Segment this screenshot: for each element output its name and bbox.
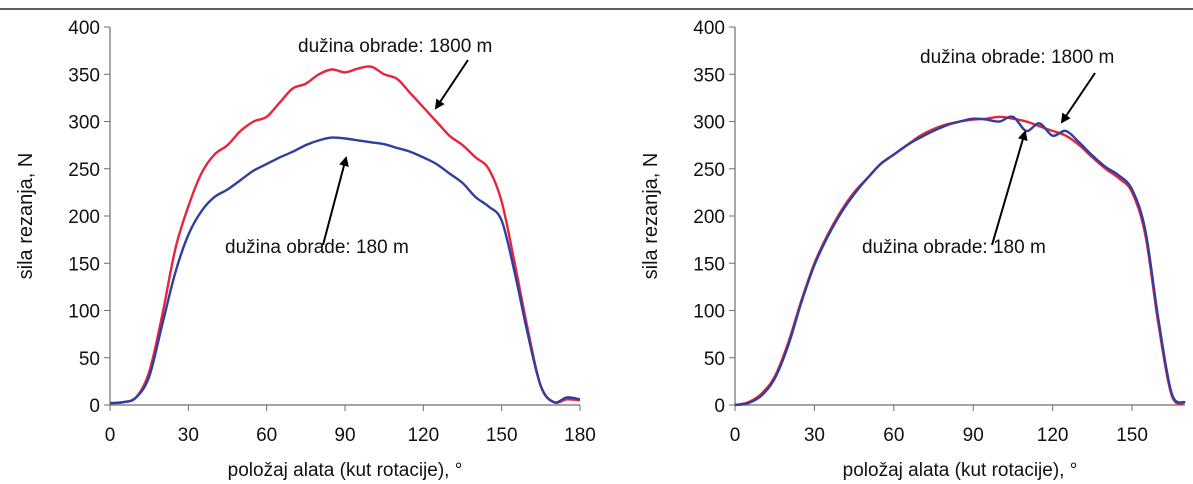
y-tick-label: 250	[693, 160, 725, 181]
x-tick-label: 30	[804, 425, 825, 446]
x-tick-label: 150	[1116, 425, 1148, 446]
y-tick-label: 100	[68, 302, 100, 323]
annotation-label: dužina obrade: 180 m	[862, 237, 1046, 258]
annotation-label: dužina obrade: 1800 m	[298, 36, 492, 57]
y-tick-label: 400	[693, 18, 725, 39]
y-axis-label: sila rezanja, N	[15, 153, 37, 280]
y-tick-label: 0	[714, 396, 725, 417]
x-tick-label: 180	[564, 425, 596, 446]
y-tick-label: 400	[68, 18, 100, 39]
annotation-arrow	[434, 59, 469, 110]
x-tick-label: 120	[407, 425, 439, 446]
x-tick-label: 150	[486, 425, 518, 446]
y-axis-label: sila rezanja, N	[640, 153, 662, 280]
x-tick-label: 0	[105, 425, 116, 446]
y-tick-label: 0	[89, 396, 100, 417]
series-line-short-cut	[109, 136, 581, 405]
x-tick-label: 30	[178, 425, 199, 446]
y-tick-label: 200	[68, 207, 100, 228]
x-tick-label: 90	[963, 425, 984, 446]
series-line-long-cut	[734, 115, 1186, 407]
y-tick-label: 300	[693, 113, 725, 134]
y-tick-label: 250	[68, 160, 100, 181]
x-tick-label: 120	[1037, 425, 1069, 446]
chart-panel-1: 0 50 100 150 200 250 300 350 400 0 30 60 90 120 150 180…	[15, 18, 596, 481]
x-axis-label: položaj alata (kut rotacije), °	[228, 460, 463, 481]
x-tick-label: 0	[730, 425, 741, 446]
annotation-label: dužina obrade: 1800 m	[920, 47, 1114, 68]
annotation-arrow	[322, 156, 349, 246]
y-tick-label: 100	[693, 302, 725, 323]
y-tick-label: 350	[68, 65, 100, 86]
y-tick-label: 200	[693, 207, 725, 228]
series-line-short-cut	[734, 115, 1186, 407]
annotation-arrow	[1060, 72, 1096, 124]
x-tick-label: 90	[334, 425, 355, 446]
series-line-long-cut	[109, 65, 581, 405]
x-tick-label: 60	[256, 425, 277, 446]
y-tick-label: 50	[704, 349, 725, 370]
y-tick-label: 150	[68, 254, 100, 275]
y-tick-label: 350	[693, 65, 725, 86]
chart-panel-2: 0 50 100 150 200 250 300 350 400 0 30 60 90 120 150 pol…	[640, 18, 1186, 481]
x-tick-label: 60	[883, 425, 904, 446]
annotation-label: dužina obrade: 180 m	[225, 237, 409, 258]
annotation-arrow	[991, 130, 1028, 246]
y-tick-label: 300	[68, 113, 100, 134]
x-axis-label: položaj alata (kut rotacije), °	[843, 460, 1078, 481]
y-tick-label: 150	[693, 254, 725, 275]
y-tick-label: 50	[79, 349, 100, 370]
